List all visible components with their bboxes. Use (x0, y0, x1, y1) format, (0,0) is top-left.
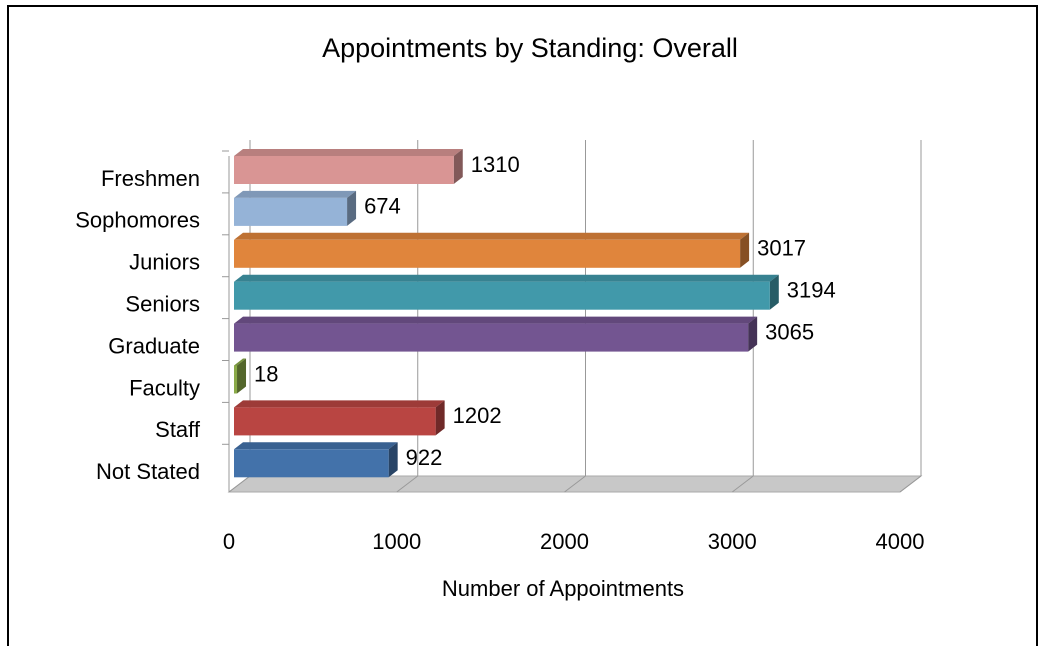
bar-side (347, 190, 357, 226)
frame (7, 5, 1038, 646)
bar-top (234, 358, 247, 366)
chart-title: Appointments by Standing: Overall (322, 33, 738, 63)
value-label: 1202 (453, 403, 502, 428)
bar (234, 239, 741, 268)
bar-top (234, 149, 463, 156)
bar (234, 197, 348, 226)
bar-side (769, 274, 779, 310)
value-label: 1310 (471, 152, 520, 177)
x-tick-label: 2000 (540, 529, 589, 554)
bar (234, 323, 749, 352)
bar (234, 449, 389, 478)
bar-side (237, 358, 247, 394)
bar-top (234, 316, 758, 324)
value-label: 922 (406, 445, 443, 470)
bar (234, 407, 436, 436)
value-label: 3017 (757, 236, 806, 261)
y-tick-label: Juniors (129, 250, 200, 275)
y-tick-label: Staff (155, 417, 201, 442)
y-tick-label: Freshmen (101, 166, 200, 191)
bar (234, 365, 238, 394)
y-tick-label: Faculty (129, 375, 200, 400)
x-tick-label: 3000 (708, 529, 757, 554)
x-tick-label: 1000 (372, 529, 421, 554)
floor-grid-line (731, 475, 754, 493)
bar-side (453, 149, 463, 184)
floor-grid-line (396, 475, 419, 493)
bar-side (748, 316, 758, 352)
y-tick-label: Graduate (108, 333, 200, 358)
y-tick-label: Seniors (125, 292, 200, 317)
bar-top (234, 442, 398, 450)
bar-side (388, 442, 398, 478)
bar-top (234, 190, 357, 198)
bar (234, 281, 770, 310)
bar-top (234, 274, 779, 282)
bar-top (234, 232, 750, 240)
bar-side (435, 400, 445, 436)
value-label: 3065 (765, 319, 814, 344)
value-label: 18 (254, 361, 278, 386)
x-tick-label: 4000 (876, 529, 925, 554)
value-label: 674 (364, 194, 401, 219)
value-label: 3194 (787, 278, 836, 303)
y-tick-label: Sophomores (75, 208, 200, 233)
floor-grid-line (899, 475, 922, 493)
bar (234, 156, 454, 184)
bar-side (740, 232, 750, 268)
floor-grid-line (228, 475, 251, 493)
x-tick-label: 0 (223, 529, 235, 554)
bar-top (234, 400, 445, 408)
floor-grid-line (564, 475, 586, 493)
x-axis-label: Number of Appointments (442, 576, 684, 601)
y-tick-label: Not Stated (96, 459, 200, 484)
